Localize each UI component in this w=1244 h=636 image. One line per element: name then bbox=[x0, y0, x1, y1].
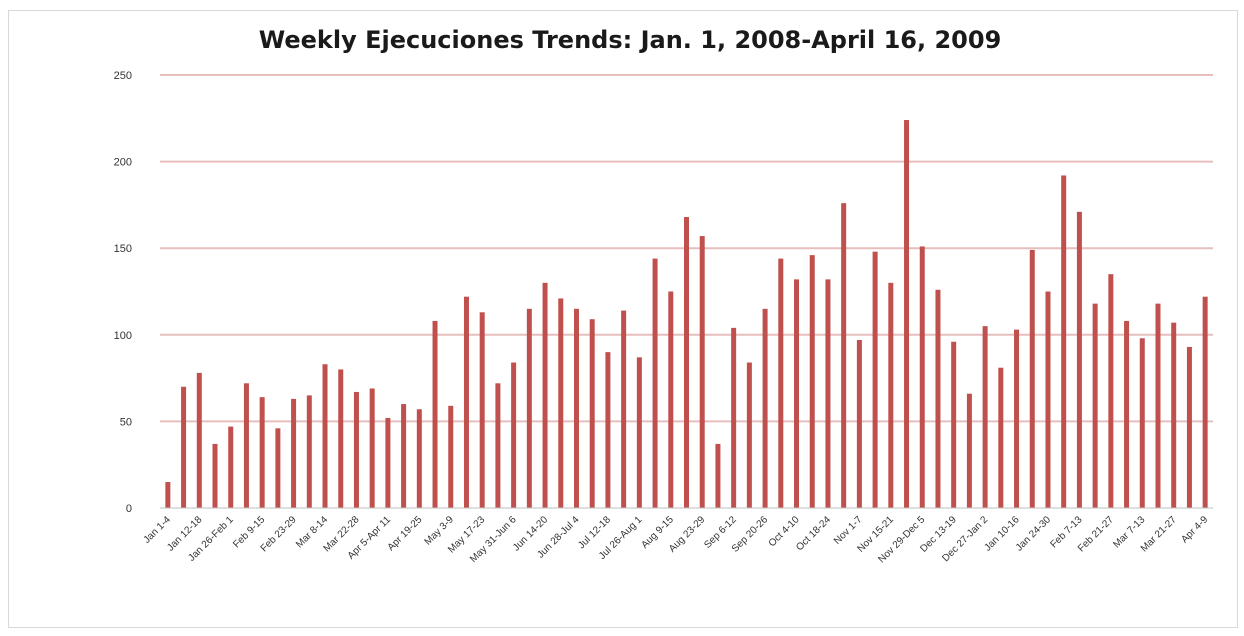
bar bbox=[542, 282, 548, 508]
bar bbox=[636, 357, 642, 508]
y-tick-label: 100 bbox=[114, 330, 132, 342]
x-tick-label: Apr 19-25 bbox=[386, 514, 425, 553]
bar bbox=[998, 367, 1004, 508]
bar bbox=[526, 308, 532, 508]
bar bbox=[306, 395, 312, 508]
bar bbox=[778, 258, 784, 508]
x-tick-label: Jan 24-30 bbox=[1014, 514, 1054, 554]
bar bbox=[621, 310, 627, 508]
bar bbox=[1139, 338, 1145, 508]
y-tick-label: 150 bbox=[114, 243, 132, 255]
bar bbox=[762, 308, 768, 508]
bar bbox=[888, 282, 894, 508]
bar bbox=[1076, 211, 1082, 508]
chart-title: Weekly Ejecuciones Trends: Jan. 1, 2008-… bbox=[258, 26, 1002, 54]
bar bbox=[1202, 296, 1208, 508]
bar bbox=[966, 393, 972, 508]
bar bbox=[1124, 320, 1130, 508]
bar bbox=[935, 289, 941, 508]
bar bbox=[825, 279, 831, 508]
bar bbox=[416, 409, 422, 508]
bar bbox=[1045, 291, 1051, 508]
bar bbox=[1171, 322, 1177, 508]
bar bbox=[1029, 249, 1035, 508]
bar bbox=[919, 246, 925, 508]
bar bbox=[668, 291, 674, 508]
bar bbox=[1092, 303, 1098, 508]
bar bbox=[1061, 175, 1067, 508]
bar bbox=[448, 405, 454, 508]
bar bbox=[401, 404, 407, 508]
bar bbox=[856, 339, 862, 508]
y-tick-label: 200 bbox=[114, 157, 132, 169]
bar bbox=[511, 362, 517, 508]
bar bbox=[731, 327, 737, 508]
bar bbox=[385, 417, 391, 508]
y-tick-label: 50 bbox=[120, 416, 132, 428]
bar bbox=[794, 279, 800, 508]
x-tick-label: Jan 1-4 bbox=[142, 514, 174, 546]
y-tick-label: 250 bbox=[114, 70, 132, 82]
bar bbox=[715, 443, 721, 508]
bar bbox=[196, 372, 202, 508]
bar bbox=[228, 426, 234, 508]
bar bbox=[951, 341, 957, 508]
bar bbox=[1108, 274, 1114, 508]
bar bbox=[573, 308, 579, 508]
x-tick-label: Apr 4-9 bbox=[1179, 514, 1210, 545]
bar bbox=[243, 383, 249, 508]
bar bbox=[181, 386, 187, 508]
bar bbox=[872, 251, 878, 508]
bar bbox=[746, 362, 752, 508]
bar bbox=[165, 482, 171, 508]
bar bbox=[479, 312, 485, 508]
bar bbox=[353, 391, 359, 508]
y-axis: 0 50 100 150 200 250 bbox=[114, 70, 132, 515]
bar bbox=[1014, 329, 1020, 508]
bar bbox=[338, 369, 344, 508]
bar bbox=[291, 398, 297, 508]
bar bbox=[652, 258, 658, 508]
bar bbox=[432, 320, 438, 508]
bar bbox=[841, 203, 847, 508]
bar bbox=[275, 428, 281, 508]
bar bbox=[684, 217, 689, 509]
bar bbox=[605, 352, 611, 508]
bar bbox=[322, 364, 328, 508]
bar bbox=[463, 296, 469, 508]
bar bbox=[699, 236, 705, 509]
bar bbox=[589, 319, 595, 508]
bar bbox=[1186, 346, 1192, 508]
bar bbox=[809, 255, 815, 508]
bar bbox=[259, 397, 265, 508]
bar bbox=[212, 443, 218, 508]
bar bbox=[369, 388, 375, 508]
bar bbox=[495, 383, 501, 508]
bar bbox=[558, 298, 564, 508]
y-tick-label: 0 bbox=[126, 503, 132, 515]
bar bbox=[982, 326, 988, 508]
bar bbox=[1155, 303, 1161, 508]
bars bbox=[165, 120, 1208, 509]
x-tick-label: Oct 18-24 bbox=[794, 514, 833, 553]
bar bbox=[904, 120, 910, 509]
